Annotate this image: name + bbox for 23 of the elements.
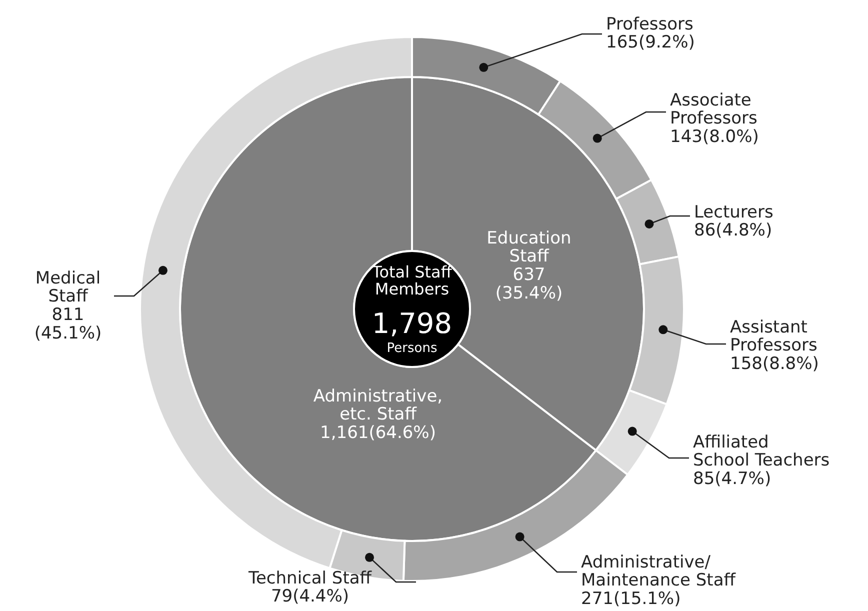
slice-label: Education Staff — [486, 228, 572, 267]
slice-label: Administrative, etc. Staff — [313, 386, 443, 425]
text: 1,798 — [372, 307, 452, 340]
data-label: 1,161(64.6%) — [320, 423, 436, 444]
data-label: 811(45.1%) — [34, 305, 102, 344]
data-label: 85(4.7%) — [693, 469, 772, 490]
slice-label: Lecturers — [694, 202, 774, 222]
data-label: 637(35.4%) — [495, 265, 563, 304]
slice-label: Assistant Professors — [730, 317, 818, 356]
data-label: 143(8.0%) — [670, 127, 759, 148]
text: Total Staff Members — [371, 262, 453, 299]
slice-label: Administrative/ Maintenance Staff — [581, 552, 737, 591]
data-label: 79(4.4%) — [270, 586, 350, 607]
data-label: 165(9.2%) — [606, 32, 695, 53]
slice-label: Technical Staff — [247, 568, 373, 588]
slice-label: Affiliated School Teachers — [693, 432, 830, 471]
slice-label: Professors — [606, 14, 694, 34]
data-label: 158(8.8%) — [730, 354, 819, 374]
slice-label: Associate Professors — [670, 90, 758, 129]
slice-label: Medical Staff — [35, 268, 101, 307]
text: Persons — [386, 341, 438, 356]
data-label: 86(4.8%) — [694, 220, 772, 241]
data-label: 271(15.1%) — [581, 589, 681, 610]
